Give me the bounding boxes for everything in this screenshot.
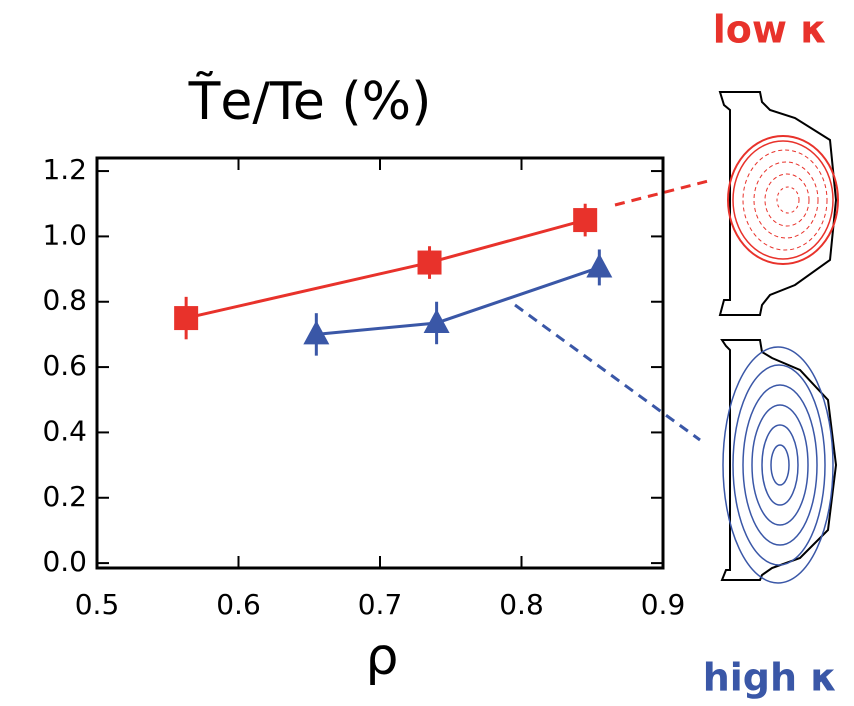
x-tick-label: 0.5: [75, 588, 120, 621]
flux-diagram-high: [720, 339, 838, 584]
y-tick-label: 0.2: [42, 480, 87, 513]
marker: [586, 253, 613, 278]
marker: [573, 208, 598, 233]
x-tick-label: 0.9: [641, 588, 686, 621]
y-tick-label: 0.4: [42, 414, 87, 447]
flux-diagram-low: [718, 91, 839, 316]
connector: [514, 303, 701, 442]
y-tick-label: 0.0: [42, 545, 87, 578]
y-tick-label: 0.8: [42, 284, 87, 317]
annotation: high κ: [703, 656, 838, 700]
y-tick-label: 1.0: [42, 218, 87, 251]
x-tick-label: 0.6: [216, 588, 261, 621]
marker: [303, 320, 330, 345]
x-tick-label: 0.7: [358, 588, 403, 621]
x-axis-label: ρ: [365, 627, 398, 687]
annotation: low κ: [713, 8, 827, 52]
marker: [423, 308, 450, 333]
y-tick-label: 0.6: [42, 349, 87, 382]
y-tick-label: 1.2: [42, 153, 87, 186]
chart-title: T̃e/Te (%): [188, 71, 432, 132]
series-line: [185, 218, 586, 320]
x-tick-label: 0.8: [499, 588, 544, 621]
marker: [417, 250, 442, 275]
marker: [174, 306, 199, 331]
